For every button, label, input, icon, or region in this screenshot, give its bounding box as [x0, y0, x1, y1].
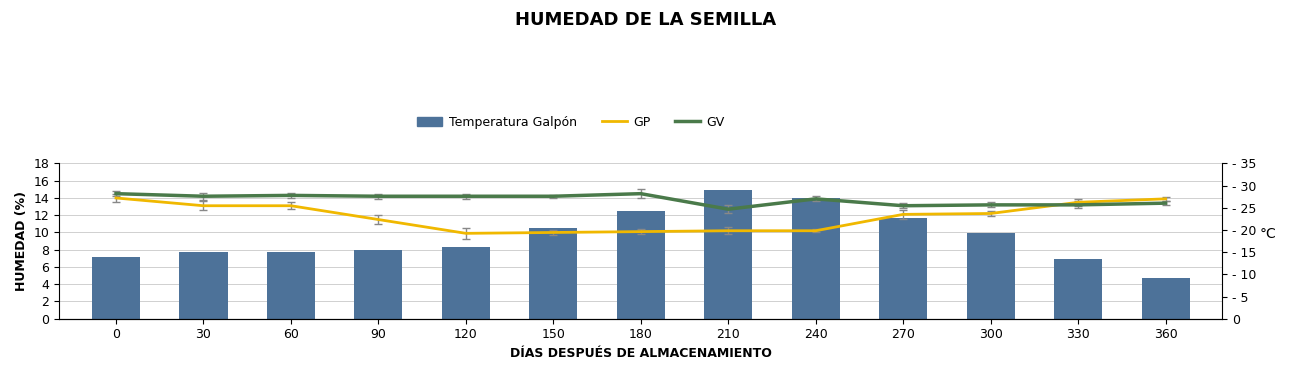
Text: HUMEDAD DE LA SEMILLA: HUMEDAD DE LA SEMILLA — [515, 11, 776, 29]
Bar — [791, 198, 839, 319]
Bar — [879, 218, 927, 319]
Bar — [1141, 278, 1189, 319]
Y-axis label: °C: °C — [1259, 227, 1276, 241]
Bar — [92, 256, 139, 319]
Bar — [267, 252, 315, 319]
Bar — [967, 233, 1015, 319]
Bar — [617, 211, 665, 319]
Bar — [442, 247, 489, 319]
Bar — [1053, 259, 1103, 319]
Bar — [529, 228, 577, 319]
Bar — [179, 252, 227, 319]
Y-axis label: HUMEDAD (%): HUMEDAD (%) — [15, 191, 28, 291]
Bar — [704, 190, 753, 319]
Bar — [354, 250, 403, 319]
X-axis label: DÍAS DESPUÉS DE ALMACENAMIENTO: DÍAS DESPUÉS DE ALMACENAMIENTO — [510, 347, 772, 360]
Legend: Temperatura Galpón, GP, GV: Temperatura Galpón, GP, GV — [412, 111, 729, 134]
